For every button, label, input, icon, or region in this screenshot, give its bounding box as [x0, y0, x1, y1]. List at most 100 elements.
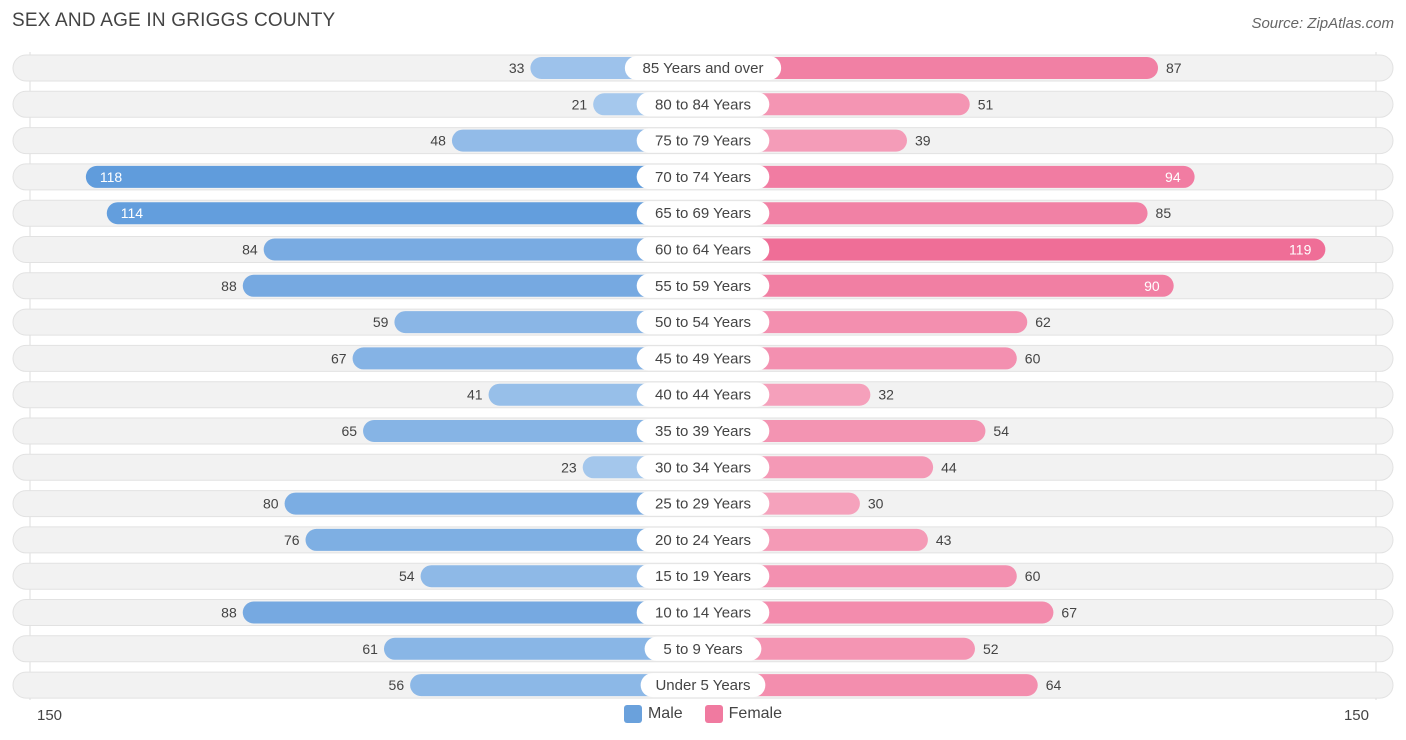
category-label: 5 to 9 Years: [663, 641, 742, 658]
female-value-label: 32: [878, 387, 894, 403]
female-bar: [691, 311, 1028, 334]
category-label: 20 to 24 Years: [655, 532, 751, 549]
category-label: 85 Years and over: [643, 60, 764, 77]
male-value-label: 54: [399, 568, 415, 584]
male-value-label: 33: [509, 60, 525, 76]
male-bar: [352, 347, 715, 370]
category-label-bg: [636, 455, 770, 480]
female-value-label: 60: [1025, 350, 1041, 366]
female-value-label: 43: [936, 532, 952, 548]
female-bar: [691, 165, 1195, 188]
category-label-bg: [640, 673, 766, 698]
male-value-label: 80: [263, 496, 279, 512]
female-bar: [691, 347, 1017, 370]
male-swatch: [623, 705, 642, 723]
female-bar: [691, 238, 1326, 261]
category-label: 35 to 39 Years: [655, 423, 751, 440]
axis-min-label: 150: [37, 707, 63, 724]
female-bar: [691, 601, 1054, 624]
male-value-label: 56: [389, 677, 405, 693]
category-label: Under 5 Years: [655, 677, 750, 694]
category-label-bg: [636, 237, 770, 262]
female-bar: [691, 274, 1174, 297]
male-value-label: 41: [467, 387, 483, 403]
female-bar: [691, 57, 1159, 79]
male-value-label: 21: [572, 96, 588, 112]
male-value-label: 114: [121, 205, 144, 221]
category-label: 65 to 69 Years: [655, 205, 751, 222]
axis-max-label: 150: [1343, 707, 1369, 724]
category-label-bg: [636, 92, 770, 117]
category-label: 50 to 54 Years: [655, 314, 751, 331]
male-value-label: 61: [362, 641, 378, 657]
female-bar: [691, 565, 1017, 588]
male-bar: [410, 674, 715, 697]
male-bar: [305, 528, 715, 551]
male-value-label: 118: [100, 169, 123, 185]
category-label-bg: [636, 346, 770, 371]
category-label-bg: [636, 128, 770, 153]
legend-item-male: Male: [623, 705, 683, 723]
female-value-label: 87: [1166, 60, 1182, 76]
female-swatch: [704, 705, 723, 723]
legend-male-label: Male: [647, 705, 683, 722]
female-value-label: 119: [1289, 242, 1312, 258]
source-credit: Source: ZipAtlas.com: [1251, 15, 1394, 32]
category-label-bg: [636, 201, 770, 226]
male-value-label: 67: [331, 350, 347, 366]
category-label: 45 to 49 Years: [655, 350, 751, 367]
category-label-bg: [636, 527, 770, 552]
male-value-label: 65: [341, 423, 357, 439]
male-bar: [363, 420, 715, 442]
category-label: 80 to 84 Years: [655, 96, 751, 113]
category-label-bg: [636, 310, 770, 335]
male-bar: [263, 238, 715, 261]
category-label-bg: [636, 273, 770, 298]
male-value-label: 48: [430, 133, 446, 149]
female-value-label: 64: [1046, 677, 1062, 693]
category-label: 70 to 74 Years: [655, 169, 751, 186]
legend-female-label: Female: [728, 705, 783, 722]
category-label: 40 to 44 Years: [655, 387, 751, 404]
male-bar: [284, 492, 715, 515]
category-label: 25 to 29 Years: [655, 496, 751, 513]
legend: Male Female: [0, 705, 1406, 723]
male-value-label: 84: [242, 242, 258, 258]
category-label-bg: [636, 564, 770, 589]
chart-title: SEX AND AGE IN GRIGGS COUNTY: [12, 10, 336, 31]
category-label: 75 to 79 Years: [655, 133, 751, 150]
category-label-bg: [636, 164, 770, 189]
category-label-bg: [636, 491, 770, 516]
female-bar: [691, 674, 1038, 697]
population-pyramid-chart: 33 87 85 Years and over 21 51 80 to 84 Years 4…: [12, 52, 1394, 700]
male-bar: [85, 165, 716, 188]
female-value-label: 44: [941, 459, 957, 475]
female-value-label: 39: [915, 133, 931, 149]
female-value-label: 60: [1025, 568, 1041, 584]
male-bar: [106, 202, 715, 225]
female-value-label: 30: [868, 496, 884, 512]
male-value-label: 88: [221, 605, 237, 621]
category-label: 10 to 14 Years: [655, 605, 751, 622]
female-value-label: 85: [1156, 205, 1172, 221]
male-bar: [242, 274, 715, 297]
category-label-bg: [636, 600, 770, 625]
male-value-label: 76: [284, 532, 300, 548]
category-label: 55 to 59 Years: [655, 278, 751, 295]
category-label: 30 to 34 Years: [655, 459, 751, 476]
female-value-label: 67: [1061, 605, 1077, 621]
male-value-label: 23: [561, 459, 577, 475]
female-bar: [691, 637, 975, 660]
female-value-label: 51: [978, 96, 994, 112]
category-label: 60 to 64 Years: [655, 242, 751, 259]
male-bar: [242, 601, 715, 624]
category-label-bg: [636, 419, 770, 443]
female-value-label: 62: [1035, 314, 1051, 330]
male-value-label: 59: [373, 314, 389, 330]
female-value-label: 54: [993, 423, 1009, 439]
female-bar: [691, 202, 1148, 225]
male-bar: [394, 311, 715, 334]
category-label: 15 to 19 Years: [655, 568, 751, 585]
male-bar: [383, 637, 715, 660]
legend-item-female: Female: [704, 705, 783, 723]
